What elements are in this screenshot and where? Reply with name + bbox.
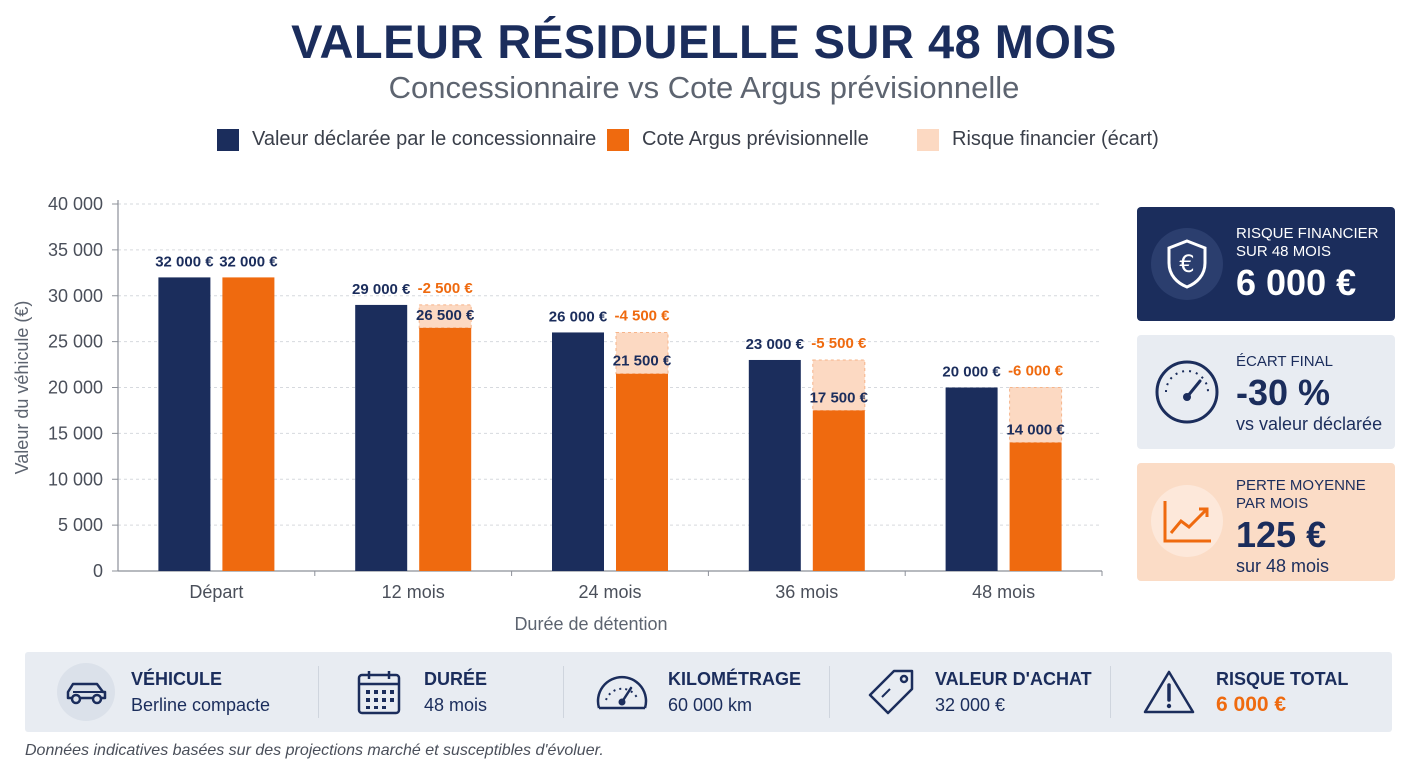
risk-gap-label: -6 000 € — [1008, 363, 1064, 380]
summary-mileage-value: 60 000 km — [668, 695, 753, 715]
card-monthly-loss-sub: sur 48 mois — [1236, 556, 1330, 576]
y-tick-label: 20 000 — [48, 378, 103, 398]
summary-item-duration: DURÉE 48 mois — [325, 652, 565, 732]
y-tick-label: 40 000 — [48, 194, 103, 214]
bar-argus — [1009, 442, 1062, 571]
summary-item-mileage: KILOMÉTRAGE 60 000 km — [570, 652, 830, 732]
bar-dealer — [158, 277, 211, 571]
y-tick-label: 15 000 — [48, 423, 103, 443]
dealer-value-label: 26 000 € — [549, 308, 608, 325]
legend-item-dealer: Valeur déclarée par le concessionnaire — [217, 128, 596, 151]
bar-risk-gap — [418, 304, 472, 329]
summary-total-risk-label: RISQUE TOTAL — [1216, 669, 1349, 689]
dealer-value-label: 23 000 € — [746, 336, 805, 353]
card-financial-risk-value: 6 000 € — [1236, 262, 1357, 303]
bar-dealer — [552, 332, 604, 571]
bar-chart: 0 5 000 10 000 15 000 20 000 25 000 30 000 35 0… — [12, 194, 1103, 634]
argus-value-label: 17 500 € — [810, 389, 869, 406]
dealer-value-label: 20 000 € — [942, 364, 1001, 381]
summary-vehicle-value: Berline compacte — [131, 695, 271, 715]
summary-divider — [563, 666, 564, 718]
argus-value-label: 21 500 € — [613, 353, 672, 370]
legend-item-argus: Cote Argus prévisionnelle — [607, 128, 869, 151]
trend-chart-icon — [1151, 485, 1223, 557]
footnote: Données indicatives basées sur des proje… — [25, 742, 604, 759]
summary-mileage-label: KILOMÉTRAGE — [668, 669, 801, 689]
summary-item-purchase: VALEUR D'ACHAT 32 000 € — [837, 652, 1107, 732]
x-tick-label: Départ — [189, 582, 243, 602]
x-tick-label: 12 mois — [382, 582, 445, 602]
bar-risk-gap — [615, 331, 669, 375]
legend-swatch-argus — [607, 128, 629, 151]
bar-argus — [616, 373, 668, 571]
card-monthly-loss-value: 125 € — [1236, 514, 1327, 555]
y-tick-label: 10 000 — [48, 469, 103, 489]
bar-risk-gap — [1009, 387, 1063, 444]
x-tick-label: 36 mois — [775, 582, 838, 602]
y-tick-label: 0 — [93, 561, 103, 581]
legend: Valeur déclarée par le concessionnaire C… — [0, 128, 1408, 158]
card-final-gap-sub: vs valeur déclarée — [1236, 414, 1383, 434]
chart-title: VALEUR RÉSIDUELLE SUR 48 MOIS — [291, 15, 1117, 68]
y-tick-label: 30 000 — [48, 286, 103, 306]
summary-bar: VÉHICULE Berline compacte DURÉE 48 mois — [25, 652, 1392, 732]
calendar-icon — [351, 666, 407, 718]
x-tick-label: 48 mois — [972, 582, 1035, 602]
bar-risk-gap — [812, 359, 866, 411]
warning-icon — [1141, 666, 1197, 718]
summary-divider — [1110, 666, 1111, 718]
bar-dealer — [748, 359, 801, 571]
summary-purchase-label: VALEUR D'ACHAT — [935, 669, 1092, 689]
bar-dealer — [945, 387, 998, 571]
card-monthly-loss-label: PERTE MOYENNE PAR MOIS — [1236, 477, 1366, 512]
y-tick-label: 25 000 — [48, 332, 103, 352]
card-final-gap-label: ÉCART FINAL — [1236, 353, 1333, 370]
bar-argus — [222, 277, 275, 571]
argus-value-label: 26 500 € — [416, 307, 475, 324]
card-financial-risk: € RISQUE FINANCIER SUR 48 MOIS 6 000 € — [1137, 207, 1395, 321]
summary-divider — [318, 666, 319, 718]
x-tick-label: 24 mois — [578, 582, 641, 602]
legend-label-argus: Cote Argus prévisionnelle — [642, 128, 869, 150]
summary-item-total-risk: RISQUE TOTAL 6 000 € — [1117, 652, 1387, 732]
summary-duration-label: DURÉE — [424, 669, 488, 689]
card-monthly-loss: PERTE MOYENNE PAR MOIS 125 € sur 48 mois — [1137, 463, 1395, 581]
card-final-gap: ÉCART FINAL -30 % vs valeur déclarée — [1137, 335, 1395, 449]
dealer-value-label: 29 000 € — [352, 281, 411, 298]
summary-divider — [829, 666, 830, 718]
legend-swatch-dealer — [217, 128, 239, 151]
card-financial-risk-label: RISQUE FINANCIER SUR 48 MOIS — [1236, 225, 1379, 260]
summary-item-vehicle: VÉHICULE Berline compacte — [25, 652, 315, 732]
bar-argus — [812, 410, 865, 571]
legend-item-risk: Risque financier (écart) — [917, 128, 1159, 151]
summary-total-risk-value: 6 000 € — [1216, 693, 1287, 716]
summary-purchase-value: 32 000 € — [935, 695, 1006, 715]
y-tick-label: 5 000 — [58, 515, 103, 535]
speedometer-icon — [594, 666, 650, 718]
x-axis-title: Durée de détention — [514, 614, 667, 634]
risk-gap-label: -5 500 € — [811, 335, 867, 352]
bar-dealer — [355, 304, 408, 571]
summary-vehicle-label: VÉHICULE — [131, 669, 223, 689]
argus-value-label: 14 000 € — [1006, 422, 1065, 439]
risk-gap-label: -4 500 € — [614, 307, 670, 324]
legend-swatch-risk — [917, 128, 939, 151]
svg-text:€: € — [1179, 250, 1194, 278]
summary-duration-value: 48 mois — [424, 695, 488, 715]
risk-gap-label: -2 500 € — [418, 280, 474, 297]
argus-value-label: 32 000 € — [219, 253, 278, 270]
legend-label-risk: Risque financier (écart) — [952, 128, 1159, 150]
y-tick-label: 35 000 — [48, 240, 103, 260]
bar-argus — [419, 327, 472, 571]
euro-shield-icon: € — [1151, 228, 1223, 300]
legend-label-dealer: Valeur déclarée par le concessionnaire — [252, 128, 597, 150]
price-tag-icon — [863, 666, 919, 718]
dealer-value-label: 32 000 € — [155, 253, 214, 270]
chart-subtitle: Concessionnaire vs Cote Argus prévisionn… — [388, 70, 1020, 105]
y-axis-title: Valeur du véhicule (€) — [12, 301, 32, 475]
car-icon — [57, 663, 115, 721]
card-final-gap-value: -30 % — [1236, 372, 1331, 413]
gauge-icon — [1151, 356, 1223, 428]
